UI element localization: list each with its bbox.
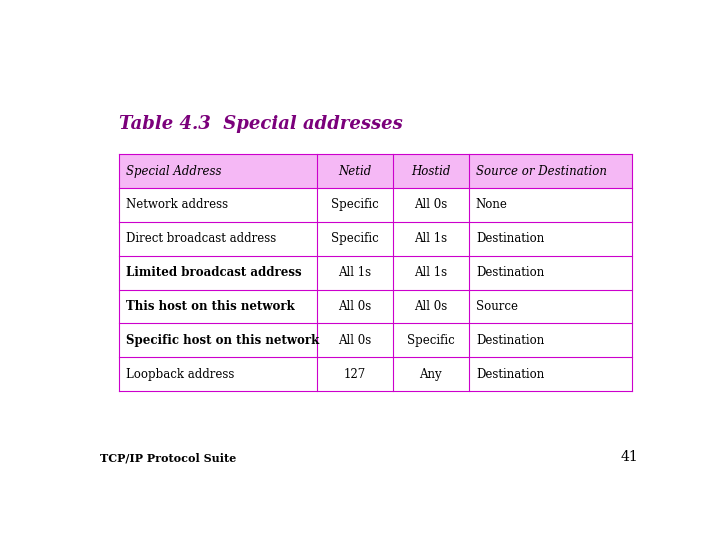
Text: This host on this network: This host on this network [126,300,295,313]
Text: Destination: Destination [476,266,544,279]
Text: All 0s: All 0s [338,300,372,313]
Text: None: None [476,199,508,212]
Text: Netid: Netid [338,165,372,178]
Text: Direct broadcast address: Direct broadcast address [126,232,276,245]
Text: Table 4.3  Special addresses: Table 4.3 Special addresses [119,116,402,133]
Text: All 0s: All 0s [338,334,372,347]
Text: 127: 127 [343,368,366,381]
Text: Specific: Specific [330,199,379,212]
Text: All 0s: All 0s [414,300,447,313]
Text: Hostid: Hostid [411,165,450,178]
Text: Specific: Specific [330,232,379,245]
Text: Specific host on this network: Specific host on this network [126,334,320,347]
Text: All 0s: All 0s [414,199,447,212]
Bar [119,154,632,188]
Text: All 1s: All 1s [414,266,447,279]
Text: Any: Any [419,368,442,381]
Text: All 1s: All 1s [414,232,447,245]
Text: Destination: Destination [476,368,544,381]
Text: Source or Destination: Source or Destination [476,165,607,178]
Text: Loopback address: Loopback address [126,368,235,381]
Text: TCP/IP Protocol Suite: TCP/IP Protocol Suite [100,453,236,464]
Text: Limited broadcast address: Limited broadcast address [126,266,302,279]
Text: Specific: Specific [407,334,454,347]
Text: Special Address: Special Address [126,165,222,178]
Text: Destination: Destination [476,334,544,347]
Text: 41: 41 [620,450,638,464]
Text: Source: Source [476,300,518,313]
Text: Network address: Network address [126,199,228,212]
Text: Destination: Destination [476,232,544,245]
Text: All 1s: All 1s [338,266,372,279]
